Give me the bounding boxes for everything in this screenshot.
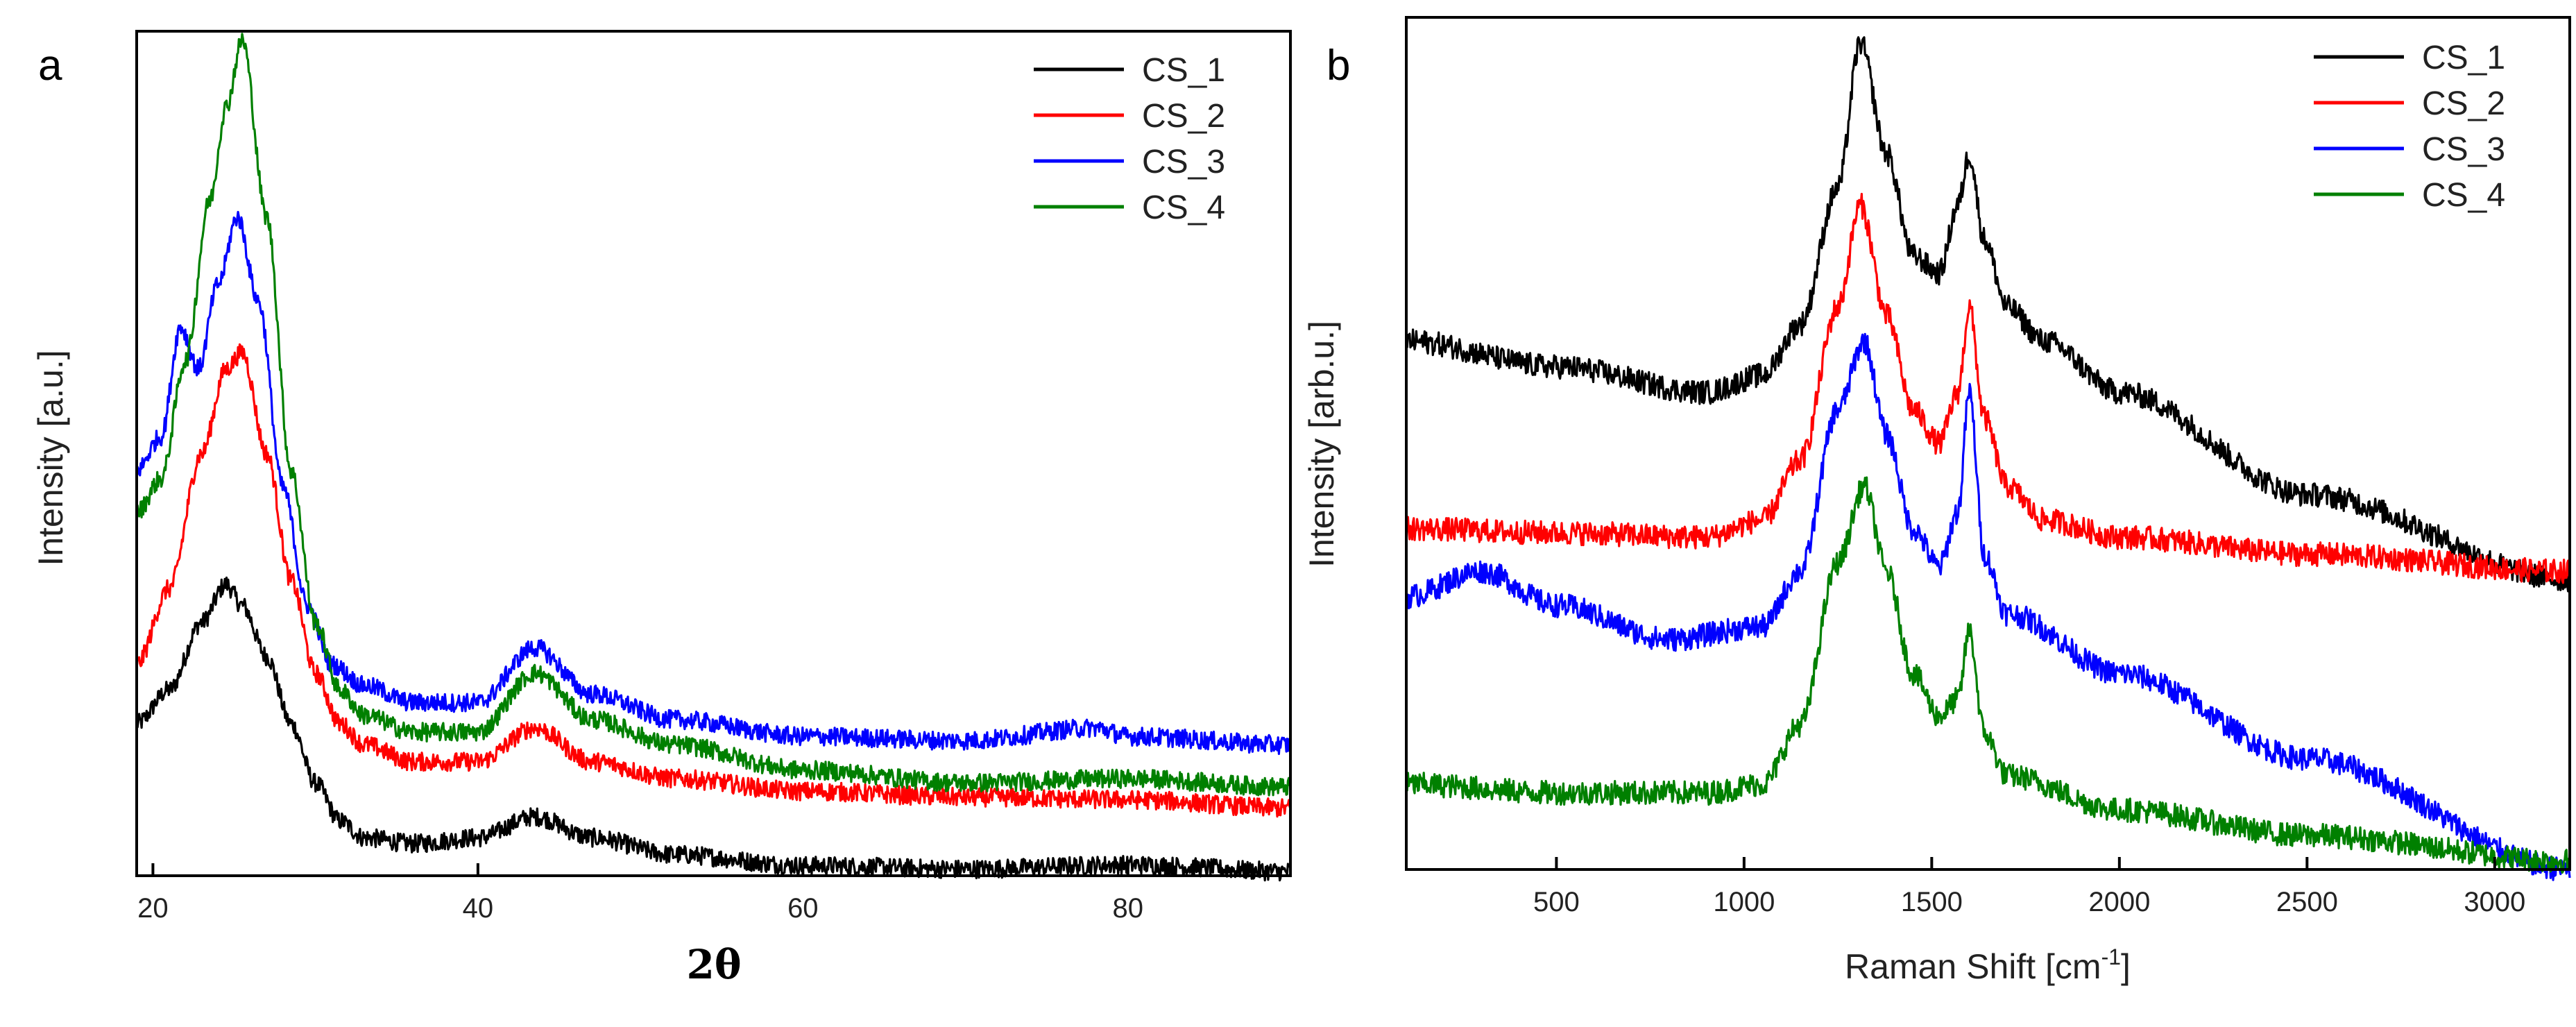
panel-a-x-axis-label: 2θ: [686, 941, 741, 988]
panel-a-series-group: [135, 33, 1292, 882]
panel-b-series-group: [1405, 36, 2571, 881]
panel-b-x-axis-label: Raman Shift [cm-1]: [1845, 944, 2131, 986]
panel-b-legend-label: CS_3: [2422, 131, 2505, 168]
panel-a-legend-label: CS_4: [1142, 189, 1225, 226]
panel-a-x-tick-label: 20: [137, 893, 169, 924]
panel-a-legend-label: CS_1: [1142, 52, 1225, 89]
panel-a-legend-label: CS_2: [1142, 98, 1225, 135]
panel-b-series-cs-4: [1405, 476, 2571, 874]
panel-b-letter: b: [1327, 42, 1350, 90]
panel-a-x-tick-label: 60: [787, 893, 819, 924]
panel-a-series-cs-3: [135, 210, 1292, 756]
panel-b-y-axis-label: Intensity [arb.u.]: [1302, 321, 1341, 568]
panel-a-y-axis-label: Intensity [a.u.]: [31, 350, 70, 566]
panel-a-legend-label: CS_3: [1142, 144, 1225, 180]
panel-b-series-cs-2: [1405, 192, 2571, 584]
panel-a-legend: CS_1 CS_2 CS_3 CS_4: [1034, 52, 1225, 226]
panel-a-series-cs-1: [135, 576, 1291, 882]
panel-a-letter: a: [38, 42, 62, 90]
panel-b-x-tick-label: 500: [1533, 887, 1580, 917]
panel-b-legend-label: CS_1: [2422, 40, 2505, 76]
panel-b-chart: b 500 1000 1500 2000 2500 3000 Intensity [arb…: [1302, 16, 2571, 986]
panel-b-legend-label: CS_4: [2422, 177, 2505, 214]
panel-b-legend: CS_1 CS_2 CS_3 CS_4: [2314, 40, 2505, 214]
panel-a-x-tick-label: 80: [1113, 893, 1144, 924]
panel-b-x-tick-label: 2500: [2276, 887, 2338, 917]
panel-b-frame: [1405, 16, 2571, 871]
panel-a-series-cs-4: [135, 33, 1292, 797]
panel-a-series-cs-2: [135, 343, 1292, 818]
panel-a-frame: [135, 30, 1292, 877]
panel-b-x-tick-label: 1500: [1901, 887, 1963, 917]
panel-b-x-tick-label: 3000: [2464, 887, 2525, 917]
panel-a-x-ticks: 20 40 60 80: [137, 863, 1143, 924]
panel-b-series-cs-3: [1405, 332, 2571, 881]
panel-b-x-ticks: 500 1000 1500 2000 2500 3000: [1533, 857, 2525, 917]
panel-b-series-cs-1: [1405, 36, 2571, 593]
panel-b-x-tick-label: 1000: [1713, 887, 1775, 917]
panel-a-chart: a 20 40 60 80 Intensity [a.u.] 2θ CS_1CS_2C…: [31, 30, 1292, 988]
panel-b-x-tick-label: 2000: [2088, 887, 2150, 917]
panel-a-x-tick-label: 40: [463, 893, 494, 924]
panel-b-legend-label: CS_2: [2422, 85, 2505, 122]
